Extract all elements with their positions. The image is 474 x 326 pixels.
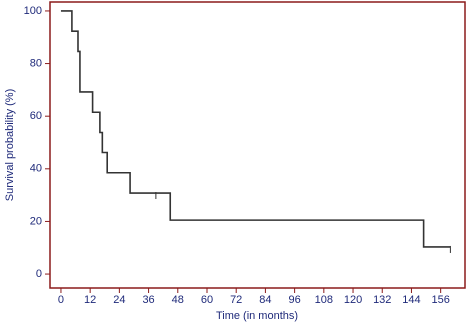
x-tick-label: 48 [172, 294, 184, 306]
y-tick-label: 100 [24, 5, 42, 17]
y-tick-label: 20 [30, 215, 42, 227]
x-tick-label: 96 [288, 294, 300, 306]
x-tick-label: 108 [315, 294, 333, 306]
y-tick-label: 80 [30, 57, 42, 69]
y-tick-label: 60 [30, 110, 42, 122]
x-tick-label: 156 [431, 294, 449, 306]
x-tick-label: 60 [201, 294, 213, 306]
x-tick-label: 72 [230, 294, 242, 306]
x-tick-label: 144 [402, 294, 420, 306]
x-tick-label: 12 [84, 294, 96, 306]
x-tick-label: 0 [58, 294, 64, 306]
survival-curve [60, 10, 451, 248]
x-axis-label: Time (in months) [216, 310, 298, 322]
x-tick-label: 120 [344, 294, 362, 306]
x-tick-label: 36 [142, 294, 154, 306]
x-tick-label: 132 [373, 294, 391, 306]
y-tick-label: 0 [36, 268, 42, 280]
plot-frame [49, 1, 466, 289]
x-tick-label: 84 [259, 294, 271, 306]
y-tick-label: 40 [30, 163, 42, 175]
y-axis-label: Survival probability (%) [4, 89, 16, 201]
x-tick-label: 24 [113, 294, 125, 306]
